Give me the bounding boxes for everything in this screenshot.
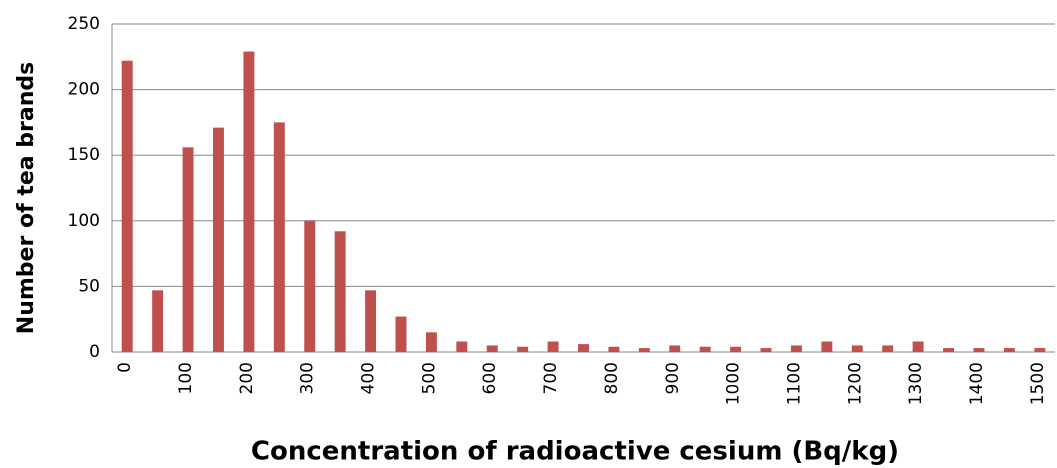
bar xyxy=(547,341,559,352)
bar xyxy=(486,345,498,352)
x-tick-label: 1200 xyxy=(845,362,865,405)
bar xyxy=(334,231,346,352)
bar xyxy=(243,51,255,352)
y-tick-label: 250 xyxy=(68,14,100,34)
x-tick-label: 1300 xyxy=(906,362,926,405)
bar xyxy=(425,332,437,352)
x-tick-label: 1500 xyxy=(1028,362,1048,405)
bar xyxy=(912,341,924,352)
bar xyxy=(1003,348,1015,352)
x-tick-label: 500 xyxy=(419,362,439,394)
y-axis-title: Number of tea brands xyxy=(14,62,39,334)
x-tick-label: 800 xyxy=(602,362,622,394)
x-tick-label: 600 xyxy=(480,362,500,394)
bar xyxy=(973,348,985,352)
x-axis-title: Concentration of radioactive cesium (Bq/… xyxy=(251,437,899,467)
bar xyxy=(456,341,468,352)
x-tick-label: 1100 xyxy=(784,362,804,405)
bar xyxy=(790,345,802,352)
bar xyxy=(182,147,194,352)
bar xyxy=(882,345,894,352)
bar xyxy=(638,348,650,352)
x-tick-label: 0 xyxy=(115,362,135,373)
x-tick-label: 1000 xyxy=(724,362,744,405)
y-tick-label: 150 xyxy=(68,145,100,165)
bar xyxy=(821,341,833,352)
bar xyxy=(517,346,529,352)
bar xyxy=(608,346,620,352)
bar xyxy=(273,122,285,353)
bar xyxy=(121,60,133,353)
bar xyxy=(304,220,316,352)
x-tick-label: 1400 xyxy=(967,362,987,405)
bar xyxy=(212,127,224,352)
x-tick-label: 200 xyxy=(237,362,257,394)
y-tick-label: 100 xyxy=(68,211,100,231)
bar xyxy=(851,345,863,352)
bar xyxy=(578,344,589,352)
bar xyxy=(730,346,742,352)
bar xyxy=(760,348,772,352)
bar xyxy=(699,346,711,352)
x-tick-label: 300 xyxy=(298,362,318,394)
y-tick-label: 50 xyxy=(78,276,100,296)
bar xyxy=(365,290,377,352)
bar xyxy=(669,345,681,352)
x-tick-label: 100 xyxy=(176,362,196,394)
x-tick-label: 900 xyxy=(663,362,683,394)
x-tick-label: 700 xyxy=(541,362,561,394)
bar xyxy=(943,348,955,352)
bar xyxy=(152,290,164,352)
x-tick-label: 400 xyxy=(359,362,379,394)
bar xyxy=(395,316,407,352)
bar xyxy=(1034,348,1046,352)
y-tick-label: 0 xyxy=(89,342,100,362)
y-tick-label: 200 xyxy=(68,80,100,100)
